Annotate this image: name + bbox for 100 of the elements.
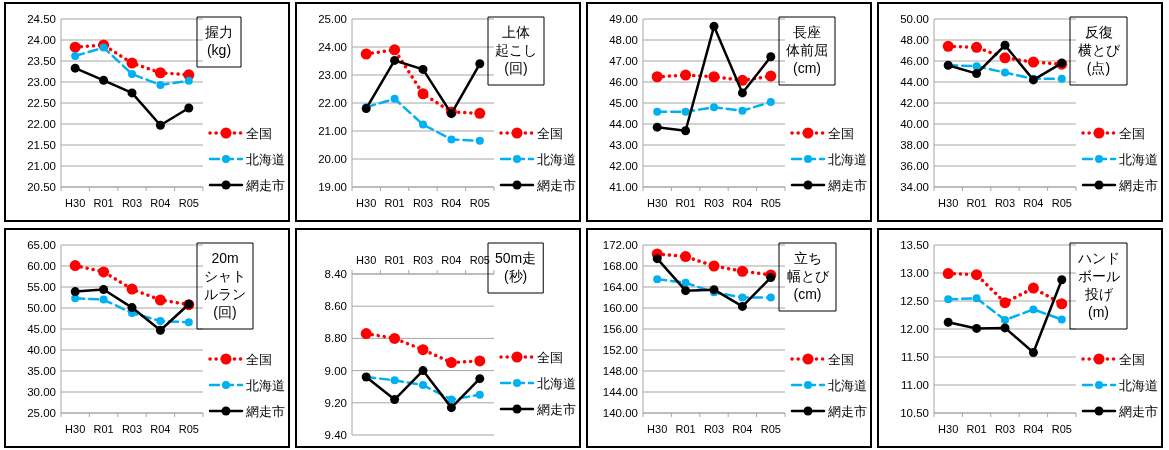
x-tick-label: R04 <box>1023 197 1044 209</box>
legend-label: 北海道 <box>1119 378 1158 393</box>
point <box>766 52 776 62</box>
legend-label: 北海道 <box>537 152 576 167</box>
point <box>972 294 981 303</box>
y-tick-label: 44.00 <box>609 118 638 130</box>
point <box>446 403 456 413</box>
point <box>736 265 748 277</box>
x-tick-label: H30 <box>356 197 377 209</box>
text: 立ち幅とび (cm) <box>786 250 830 302</box>
y-tick-label: 160.00 <box>602 302 638 314</box>
x-tick-label: R03 <box>703 197 725 209</box>
legend-label: 網走市 <box>1118 178 1158 193</box>
x-tick-label: R01 <box>966 197 987 209</box>
y-tick-label: 48.00 <box>609 34 638 46</box>
point <box>155 325 165 335</box>
point <box>445 357 457 369</box>
x-tick-label: R01 <box>384 197 405 209</box>
point <box>1001 316 1009 325</box>
point <box>1000 323 1010 333</box>
point <box>70 287 80 297</box>
point <box>474 107 486 119</box>
y-tick-label: 24.50 <box>27 13 56 25</box>
x-tick-label: R03 <box>121 197 143 209</box>
y-tick-label: 13.00 <box>900 267 929 279</box>
y-tick-label: 9.20 <box>324 396 347 409</box>
text: 長座体前屈 (cm) <box>786 24 828 76</box>
y-tick-label: 45.00 <box>27 323 56 335</box>
legend-label: 全国 <box>246 126 272 141</box>
point <box>360 48 372 60</box>
y-tick-label: 41.00 <box>609 181 638 193</box>
point <box>389 44 401 56</box>
x-tick-label: R04 <box>732 423 753 435</box>
point <box>447 395 456 404</box>
y-tick-label: 12.00 <box>900 323 929 335</box>
text: 20m シャトルラン (回) <box>204 250 246 320</box>
point <box>419 381 427 390</box>
x-tick-label: R04 <box>441 197 462 209</box>
y-tick-label: 21.00 <box>27 160 56 172</box>
x-tick-label: H30 <box>356 254 377 266</box>
point <box>418 366 428 376</box>
x-tick-label: H30 <box>647 197 668 209</box>
point <box>972 69 982 79</box>
legend-label: 網走市 <box>827 404 867 419</box>
legend-label: 北海道 <box>246 152 285 167</box>
y-tick-label: 12.50 <box>900 295 929 307</box>
legend-label: 全国 <box>1119 352 1145 367</box>
point <box>944 295 953 304</box>
point <box>652 254 662 264</box>
y-tick-label: 11.00 <box>901 379 929 391</box>
x-tick-label: H30 <box>938 423 959 435</box>
y-tick-label: 65.00 <box>27 239 56 251</box>
point <box>69 260 81 272</box>
x-tick-label: R05 <box>178 197 199 209</box>
x-tick-label: R03 <box>412 254 434 266</box>
point <box>418 64 428 74</box>
point <box>942 268 954 280</box>
y-tick-label: 35.00 <box>27 365 56 377</box>
point <box>709 21 719 31</box>
point <box>474 355 486 367</box>
y-tick-label: 172.00 <box>602 239 638 251</box>
point <box>99 295 108 304</box>
y-tick-label: 144.00 <box>602 386 638 398</box>
point <box>71 51 80 60</box>
x-tick-label: R05 <box>469 197 490 209</box>
legend-label: 北海道 <box>828 378 867 393</box>
point <box>390 376 399 385</box>
y-tick-label: 24.00 <box>318 41 347 53</box>
legend-label: 北海道 <box>1119 152 1158 167</box>
point <box>943 317 953 327</box>
x-tick-label: R03 <box>121 423 143 435</box>
point <box>1056 298 1068 310</box>
point <box>156 317 165 326</box>
y-tick-label: 42.00 <box>609 160 638 172</box>
y-tick-label: 36.00 <box>900 160 929 172</box>
x-tick-label: R05 <box>760 423 781 435</box>
point <box>184 76 193 85</box>
y-tick-label: 148.00 <box>602 365 638 377</box>
y-tick-label: 25.00 <box>27 407 56 419</box>
x-tick-label: R03 <box>994 423 1016 435</box>
x-tick-label: R01 <box>675 423 696 435</box>
legend-label: 全国 <box>828 352 854 367</box>
y-tick-label: 40.00 <box>900 118 929 130</box>
y-tick-label: 22.50 <box>27 97 56 109</box>
y-tick-label: 164.00 <box>602 281 638 293</box>
point <box>1027 56 1039 68</box>
point <box>999 52 1011 64</box>
point <box>1029 305 1038 314</box>
point <box>128 70 136 79</box>
point <box>184 103 194 113</box>
point <box>1057 275 1067 285</box>
point <box>419 120 427 129</box>
point <box>680 251 692 263</box>
y-tick-label: 20.00 <box>318 153 347 165</box>
y-tick-label: 19.00 <box>318 181 347 193</box>
x-tick-label: R03 <box>412 197 434 209</box>
text: ハンドボール投げ (m) <box>1076 250 1120 320</box>
y-tick-label: 60.00 <box>27 260 56 272</box>
point <box>70 63 80 73</box>
point <box>738 293 747 302</box>
